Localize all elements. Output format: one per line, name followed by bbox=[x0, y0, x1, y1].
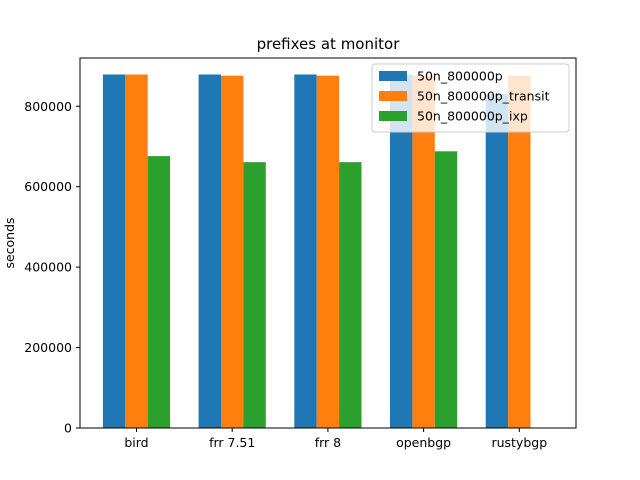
x-tick-label: openbgp bbox=[396, 435, 451, 450]
y-axis: 0 200000 400000 600000 800000 bbox=[24, 99, 80, 436]
legend-swatch bbox=[379, 91, 407, 101]
legend-label: 50n_800000p_transit bbox=[417, 89, 550, 104]
bar-50n_800000p-frr-8 bbox=[294, 74, 317, 429]
bar-50n_800000p_transit-rustybgp bbox=[508, 75, 531, 428]
x-tick-label: frr 8 bbox=[315, 435, 341, 450]
bars-layer bbox=[102, 74, 531, 429]
y-tick-label: 200000 bbox=[24, 340, 72, 355]
x-tick-label: frr 7.51 bbox=[209, 435, 255, 450]
legend-swatch bbox=[379, 71, 407, 81]
x-tick-label: bird bbox=[124, 435, 148, 450]
y-axis-label: seconds bbox=[2, 217, 17, 268]
bar-50n_800000p-frr-7.51 bbox=[198, 74, 221, 429]
bar-50n_800000p_ixp-openbgp bbox=[434, 151, 458, 429]
legend-label: 50n_800000p_ixp bbox=[417, 109, 528, 124]
bar-50n_800000p_transit-bird bbox=[125, 74, 148, 429]
bar-50n_800000p-rustybgp bbox=[485, 94, 509, 428]
bar-50n_800000p_ixp-frr-8 bbox=[339, 162, 362, 428]
y-tick-label: 0 bbox=[64, 421, 72, 436]
y-tick-label: 800000 bbox=[24, 99, 72, 114]
bar-50n_800000p_transit-frr-7.51 bbox=[221, 75, 244, 428]
legend: 50n_800000p 50n_800000p_transit 50n_800000… bbox=[371, 63, 570, 133]
bar-50n_800000p-openbgp bbox=[390, 74, 413, 429]
y-tick-label: 400000 bbox=[24, 260, 72, 275]
legend-label: 50n_800000p bbox=[417, 69, 503, 84]
bar-50n_800000p-bird bbox=[102, 74, 126, 429]
x-axis: bird frr 7.51 frr 8 openbgp rustybgp bbox=[124, 428, 547, 450]
y-tick-label: 600000 bbox=[24, 179, 72, 194]
legend-box bbox=[371, 63, 570, 133]
bar-50n_800000p_transit-openbgp bbox=[412, 75, 435, 428]
bar-50n_800000p_ixp-frr-7.51 bbox=[243, 162, 266, 428]
chart-title: prefixes at monitor bbox=[257, 35, 401, 53]
bar-50n_800000p_ixp-bird bbox=[147, 156, 171, 428]
x-tick-label: rustybgp bbox=[491, 435, 547, 450]
bar-50n_800000p_transit-frr-8 bbox=[316, 75, 340, 428]
legend-swatch bbox=[379, 111, 407, 121]
